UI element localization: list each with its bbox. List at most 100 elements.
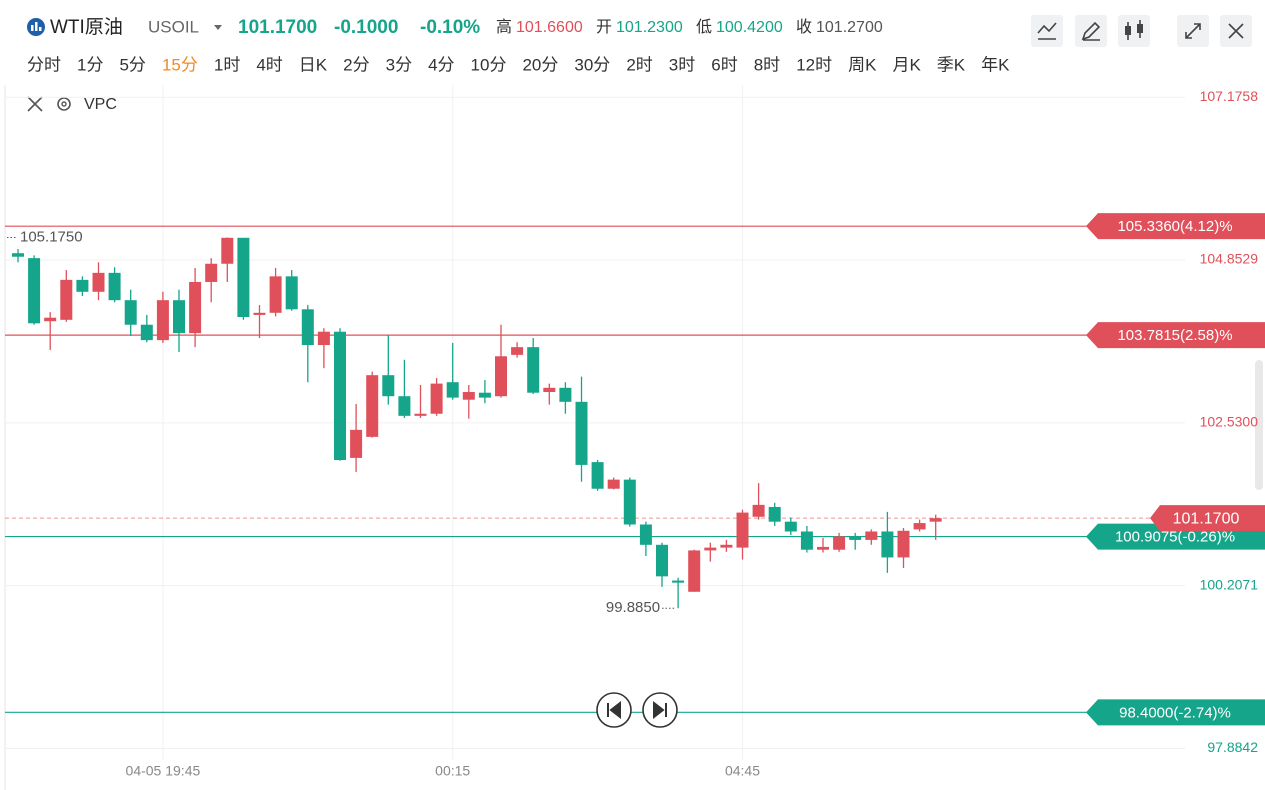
timeframe[interactable]: 3分	[386, 55, 412, 74]
timeframe[interactable]: 5分	[119, 55, 145, 74]
price-line-tag-label: 100.9075(-0.26)%	[1115, 529, 1235, 546]
candle-body	[108, 272, 121, 301]
candle-body	[623, 479, 636, 525]
change: -0.1000	[334, 17, 398, 38]
candle-body	[511, 347, 524, 355]
timeframe[interactable]: 3时	[669, 55, 695, 74]
candle-body	[92, 272, 105, 292]
tool-icon	[1125, 26, 1131, 35]
candle-body	[462, 392, 475, 400]
timeframe[interactable]: 季K	[937, 55, 966, 74]
price-line-tag: 103.7815(2.58)%	[1086, 322, 1265, 349]
candle-body	[414, 413, 427, 416]
y-tick-label: 104.8529	[1200, 251, 1259, 267]
tool-icon	[1228, 23, 1244, 39]
timeframe[interactable]: 分时	[27, 55, 61, 74]
timeframe[interactable]: 2时	[626, 55, 652, 74]
candle-body	[430, 383, 443, 414]
candle-body	[591, 462, 604, 489]
price-line-tag-shape	[1086, 322, 1265, 349]
timeframe-bar: 分时 1分 5分 15分 1时 4时 日K 2分 3分 4分 10分 20分 30分 2时 3时 6时 8时 12…	[27, 55, 1010, 74]
close-indicator[interactable]	[27, 96, 43, 112]
candle-body	[350, 429, 363, 458]
timeframe[interactable]: 15分	[162, 55, 198, 74]
candle-body	[688, 550, 701, 592]
stat-value: 101.2700	[816, 19, 883, 36]
timeframe[interactable]: 1时	[214, 55, 240, 74]
candle-body	[607, 479, 620, 489]
stat-value: 101.2300	[616, 19, 683, 36]
price: 101.1700	[238, 17, 317, 38]
candle-body	[784, 521, 797, 532]
timeframe[interactable]: 30分	[574, 55, 610, 74]
candle-body	[285, 276, 298, 310]
candle-body	[269, 276, 282, 313]
candle-body	[527, 347, 540, 393]
low-label: 99.8850	[606, 599, 660, 616]
candle-body	[720, 544, 733, 548]
candle-body	[559, 387, 572, 402]
y-tick-label: 102.5300	[1200, 414, 1259, 430]
high-label: 105.1750	[20, 228, 83, 245]
candle-body	[237, 237, 250, 318]
candle-body	[76, 279, 89, 292]
settings-icon[interactable]	[57, 97, 71, 111]
logo-bar	[39, 27, 42, 31]
timeframe[interactable]: 月K	[892, 55, 921, 74]
x-tick-label: 04:45	[725, 763, 760, 779]
playback	[596, 692, 678, 728]
symbol[interactable]: USOIL	[148, 17, 199, 36]
tool-icon	[1037, 22, 1057, 40]
timeframe[interactable]: 周K	[848, 55, 877, 74]
scrollbar[interactable]	[1255, 360, 1263, 490]
header: WTI原油 USOIL 101.1700 -0.1000 -0.10% 高 101…	[27, 16, 883, 38]
tool-button[interactable]	[1075, 15, 1107, 47]
stat-label: 开	[596, 19, 612, 36]
candle-body	[849, 536, 862, 540]
timeframe[interactable]: 8时	[754, 55, 780, 74]
y-tick-label: 97.8842	[1207, 739, 1258, 755]
candle-body	[495, 356, 507, 397]
instrument-name: WTI原油	[50, 16, 123, 38]
tool-button[interactable]	[1118, 15, 1150, 47]
logo-bar	[31, 25, 34, 31]
candle-body	[253, 312, 266, 315]
timeframe[interactable]: 4时	[256, 55, 282, 74]
indicator-row: VPC	[27, 96, 117, 113]
stat-label: 低	[696, 18, 712, 36]
prev-icon	[607, 700, 621, 720]
candle-body	[833, 536, 846, 550]
timeframe[interactable]: 10分	[471, 55, 507, 74]
candle-body	[817, 546, 829, 550]
candle-body	[382, 375, 395, 397]
timeframe[interactable]: 6时	[711, 55, 737, 74]
candle-body	[156, 300, 169, 341]
candle-body	[205, 263, 218, 282]
price-line-tag-shape	[1086, 699, 1265, 726]
candle-body	[656, 544, 668, 577]
tool-icon	[1137, 24, 1143, 33]
candle-body	[768, 506, 781, 522]
candle-body	[140, 324, 153, 341]
stat-label: 高	[496, 18, 512, 36]
x-tick-label: 04-05 19:45	[126, 763, 201, 779]
candle-body	[189, 281, 202, 334]
candle-body	[639, 524, 652, 545]
candle-body	[334, 331, 346, 460]
tool-button[interactable]	[1031, 15, 1063, 47]
timeframe[interactable]: 4分	[428, 55, 454, 74]
tool-icon	[1185, 23, 1201, 39]
timeframe[interactable]: 日K	[299, 55, 328, 74]
timeframe[interactable]: 1分	[77, 55, 103, 74]
change-pct: -0.10%	[420, 17, 480, 38]
last-price-label: 101.1700	[1173, 510, 1240, 527]
timeframe[interactable]: 12时	[796, 55, 832, 74]
candle-body	[44, 317, 57, 322]
timeframe[interactable]: 2分	[343, 55, 369, 74]
timeframe[interactable]: 20分	[522, 55, 558, 74]
dropdown-caret[interactable]	[214, 25, 222, 30]
candle-body	[543, 387, 556, 393]
timeframe[interactable]: 年K	[981, 55, 1010, 74]
